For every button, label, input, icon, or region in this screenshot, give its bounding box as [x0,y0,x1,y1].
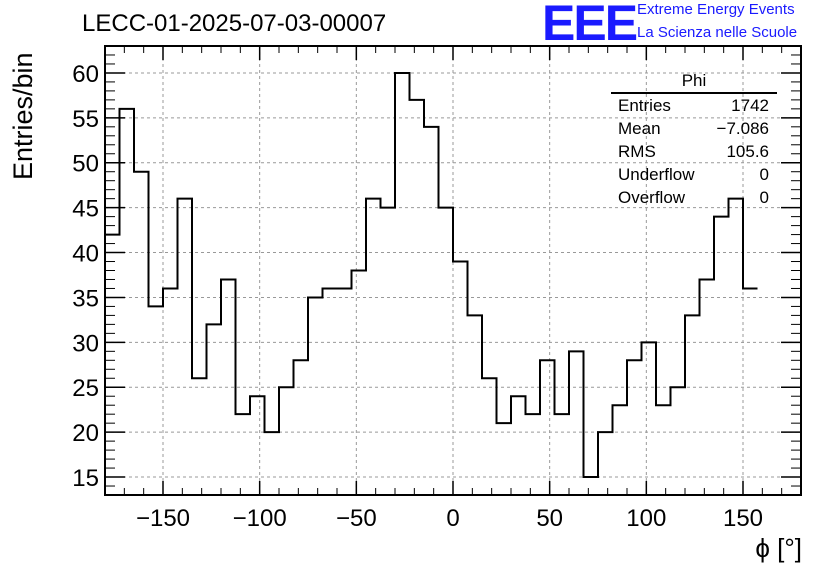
x-tick-label: 150 [723,505,763,532]
stats-label: Mean [618,119,661,138]
x-tick-label: −100 [233,505,287,532]
stats-row-underflow: Underflow 0 [611,163,777,186]
stats-label: Underflow [618,165,695,184]
y-tick-label: 60 [72,61,99,88]
y-tick-label: 35 [72,285,99,312]
stats-row-overflow: Overflow 0 [611,186,777,209]
y-tick-label: 30 [72,330,99,357]
x-tick-label: −150 [136,505,190,532]
y-tick-label: 55 [72,106,99,133]
stats-value: 105.6 [726,142,769,161]
y-tick-label: 20 [72,420,99,447]
logo-line-2: La Scienza nelle Scuole [637,24,798,41]
x-tick-label: 50 [536,505,563,532]
x-tick-label: 0 [446,505,459,532]
stats-label: Entries [618,96,671,115]
plot-frame [104,45,802,496]
stats-value: −7.086 [716,119,769,138]
y-tick-label: 50 [72,151,99,178]
axis-ticks [104,45,802,496]
chart-title: LECC-01-2025-07-03-00007 [82,10,387,37]
stats-value: 1742 [731,96,769,115]
stats-row-mean: Mean −7.086 [611,117,777,140]
x-axis-label: ϕ [°] [755,533,802,563]
stats-label: Overflow [618,188,686,207]
y-axis-label: Entries/bin [8,52,38,180]
stats-row-rms: RMS 105.6 [611,140,777,163]
x-tick-label: −50 [336,505,377,532]
x-tick-label: 100 [626,505,666,532]
y-tick-label: 15 [72,465,99,492]
stats-box: Phi Entries 1742 Mean −7.086 RMS 105.6 U… [611,70,777,209]
stats-value: 0 [759,165,769,184]
stats-value: 0 [759,188,769,207]
stats-row-entries: Entries 1742 [611,94,777,117]
histogram-line [105,71,758,479]
stats-label: RMS [618,142,656,161]
tick-labels: −150 −100 −50 0 50 100 150 15 20 25 30 35 40 45 50 55 60 [72,61,763,532]
stats-box-title: Phi [611,70,777,94]
y-tick-label: 25 [72,375,99,402]
y-tick-label: 45 [72,196,99,223]
logo-line-1: Extreme Energy Events [637,1,795,18]
eee-logo: EEE [542,0,638,51]
y-tick-label: 40 [72,241,99,268]
